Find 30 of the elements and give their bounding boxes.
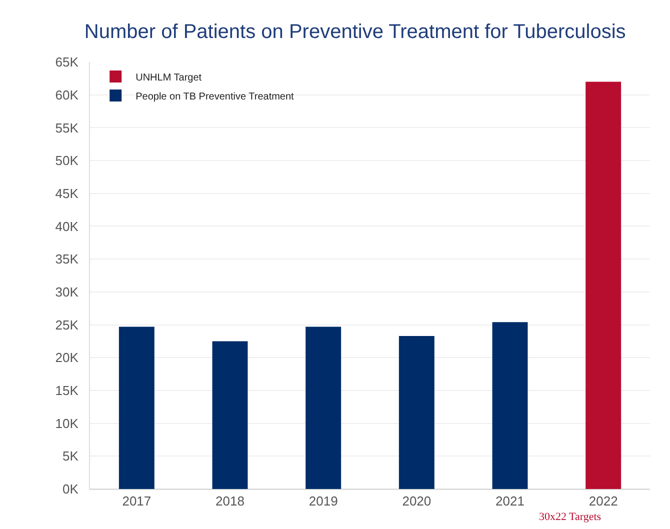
y-tick-label: 25K	[55, 317, 79, 332]
x-tick-label: 2021	[496, 494, 524, 509]
y-tick-label: 20K	[55, 350, 79, 366]
bar	[492, 322, 528, 489]
bar	[306, 326, 342, 489]
legend-label: People on TB Preventive Treatment	[136, 91, 294, 102]
bar	[118, 326, 154, 489]
y-tick-label: 40K	[55, 218, 79, 234]
bar	[586, 82, 622, 489]
y-tick-label: 45K	[55, 186, 79, 201]
legend-label: UNHLM Target	[136, 72, 202, 84]
bar	[398, 336, 434, 489]
x-tick-label: 2017	[122, 494, 152, 509]
y-tick-label: 30K	[55, 284, 79, 300]
x-tick-label: 2022	[588, 494, 618, 509]
text: 30x22 Targets	[539, 511, 602, 523]
y-tick-label: 0K	[62, 482, 79, 497]
y-tick-label: 65K	[55, 54, 79, 70]
y-tick-label: 55K	[55, 120, 79, 136]
y-tick-label: 60K	[55, 87, 79, 102]
y-tick-label: 35K	[55, 252, 79, 267]
y-tick-label: 10K	[55, 416, 79, 431]
y-tick-label: 15K	[55, 383, 79, 398]
x-tick-label: 2020	[402, 494, 432, 509]
y-tick-label: 50K	[55, 153, 79, 168]
bar	[212, 341, 248, 489]
x-tick-label: 2018	[216, 494, 244, 509]
chart-title: Number of Patients on Preventive Treatment for Tuberculosis	[84, 20, 626, 43]
x-tick-label: 2019	[308, 494, 338, 509]
y-tick-label: 5K	[62, 448, 79, 464]
